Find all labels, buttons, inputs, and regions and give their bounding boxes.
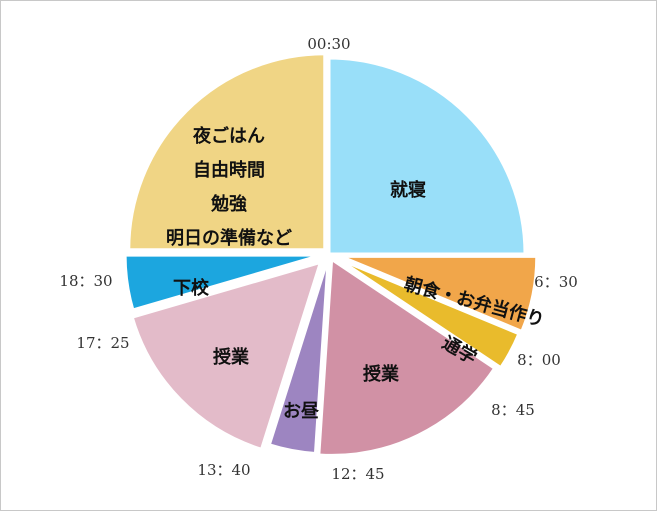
time-label: 12：45 xyxy=(331,465,384,483)
pie-slice xyxy=(267,257,330,456)
slice-label: 夜ごはん xyxy=(192,125,265,147)
time-label: 8：45 xyxy=(491,401,535,419)
slice-label: 就寝 xyxy=(390,179,426,201)
slice-label: 授業 xyxy=(363,363,400,385)
pie-slice xyxy=(336,257,521,370)
slice-label: 自由時間 xyxy=(193,159,265,181)
slice-label: 勉強 xyxy=(210,193,247,215)
pie-slice xyxy=(340,254,539,334)
pie-slice xyxy=(317,256,497,457)
slice-label: お昼 xyxy=(283,401,319,422)
slice-label: 明日の準備など xyxy=(166,227,292,249)
slice-label: 下校 xyxy=(173,277,210,299)
pie-slice xyxy=(130,260,323,452)
time-label: 13：40 xyxy=(197,461,250,479)
time-label: 6：30 xyxy=(534,273,578,291)
time-label: 00:30 xyxy=(307,35,350,53)
pie-slice xyxy=(327,56,527,256)
time-label: 17：25 xyxy=(76,334,129,352)
slice-label: 授業 xyxy=(213,346,250,368)
pie-slice xyxy=(127,52,327,252)
time-label: 8：00 xyxy=(517,351,561,369)
pie-slice xyxy=(123,253,322,312)
time-label: 18：30 xyxy=(59,272,112,290)
